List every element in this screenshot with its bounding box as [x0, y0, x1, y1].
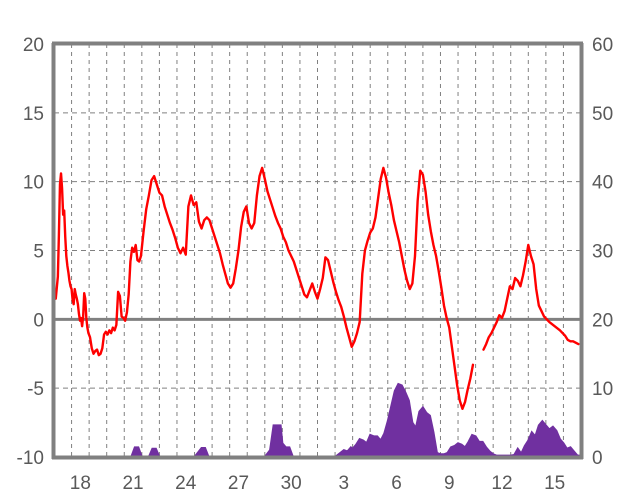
series-temperature	[53, 166, 580, 411]
gridlines	[54, 44, 581, 457]
bottom-axis-tick-label: 15	[544, 473, 565, 494]
left-axis-tick-label: 10	[23, 173, 44, 194]
left-axis-tick-label: 0	[33, 310, 44, 331]
right-axis-tick-label: 10	[592, 379, 613, 400]
right-axis-tick-label: 40	[592, 173, 613, 194]
bottom-axis-tick-label: 18	[70, 473, 91, 494]
right-axis-tick-label: 30	[592, 242, 613, 263]
right-axis-tick-label: 0	[592, 448, 603, 469]
right-axis-tick-label: 20	[592, 310, 613, 331]
bottom-axis-tick-label: 24	[175, 473, 197, 494]
left-axis-tick-label: -10	[17, 448, 44, 469]
bottom-axis-tick-label: 12	[491, 473, 512, 494]
temperature-line	[53, 166, 580, 411]
right-axis-tick-label: 50	[592, 104, 613, 125]
bottom-axis-tick-label: 9	[444, 473, 455, 494]
bottom-axis-tick-label: 6	[391, 473, 402, 494]
bottom-axis-tick-label: 30	[281, 473, 302, 494]
plot-frame	[51, 41, 584, 460]
bottom-axis-tick-label: 3	[339, 473, 350, 494]
left-axis-tick-label: 15	[23, 104, 44, 125]
left-axis-tick-label: -5	[27, 379, 44, 400]
right-axis-tick-label: 60	[592, 35, 613, 56]
bottom-axis-tick-label: 21	[122, 473, 143, 494]
left-axis-tick-label: 20	[23, 35, 44, 56]
bottom-axis-tick-label: 27	[228, 473, 249, 494]
snow-depth-area	[54, 382, 582, 458]
left-axis-tick-label: 5	[33, 242, 44, 263]
